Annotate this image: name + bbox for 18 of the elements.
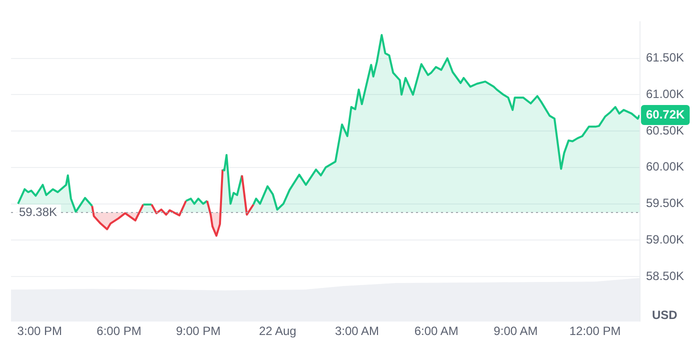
ref-line-label: 59.38K	[19, 204, 58, 219]
x-tick-label: 9:00 PM	[176, 324, 221, 338]
annotation: 60.72K	[646, 107, 686, 122]
x-tick-label: 22 Aug	[258, 324, 296, 338]
y-tick-label: 58.50K	[646, 268, 684, 283]
x-tick-label: 9:00 AM	[494, 324, 538, 338]
x-tick-label: 3:00 AM	[335, 324, 380, 338]
y-tick-label: 61.50K	[646, 50, 684, 65]
y-tick-label: 61.00K	[646, 86, 684, 101]
x-tick-label: 6:00 PM	[96, 324, 142, 338]
y-tick-label: 60.50K	[646, 123, 684, 138]
y-tick-label: 60.00K	[646, 160, 684, 174]
y-axis-title: USD	[652, 308, 678, 322]
x-tick-label: 3:00 PM	[17, 324, 62, 338]
x-tick-label: 6:00 AM	[414, 324, 458, 338]
y-tick-label: 59.00K	[646, 232, 684, 246]
x-tick-label: 12:00 PM	[569, 324, 621, 338]
y-tick-label: 59.50K	[646, 196, 684, 210]
